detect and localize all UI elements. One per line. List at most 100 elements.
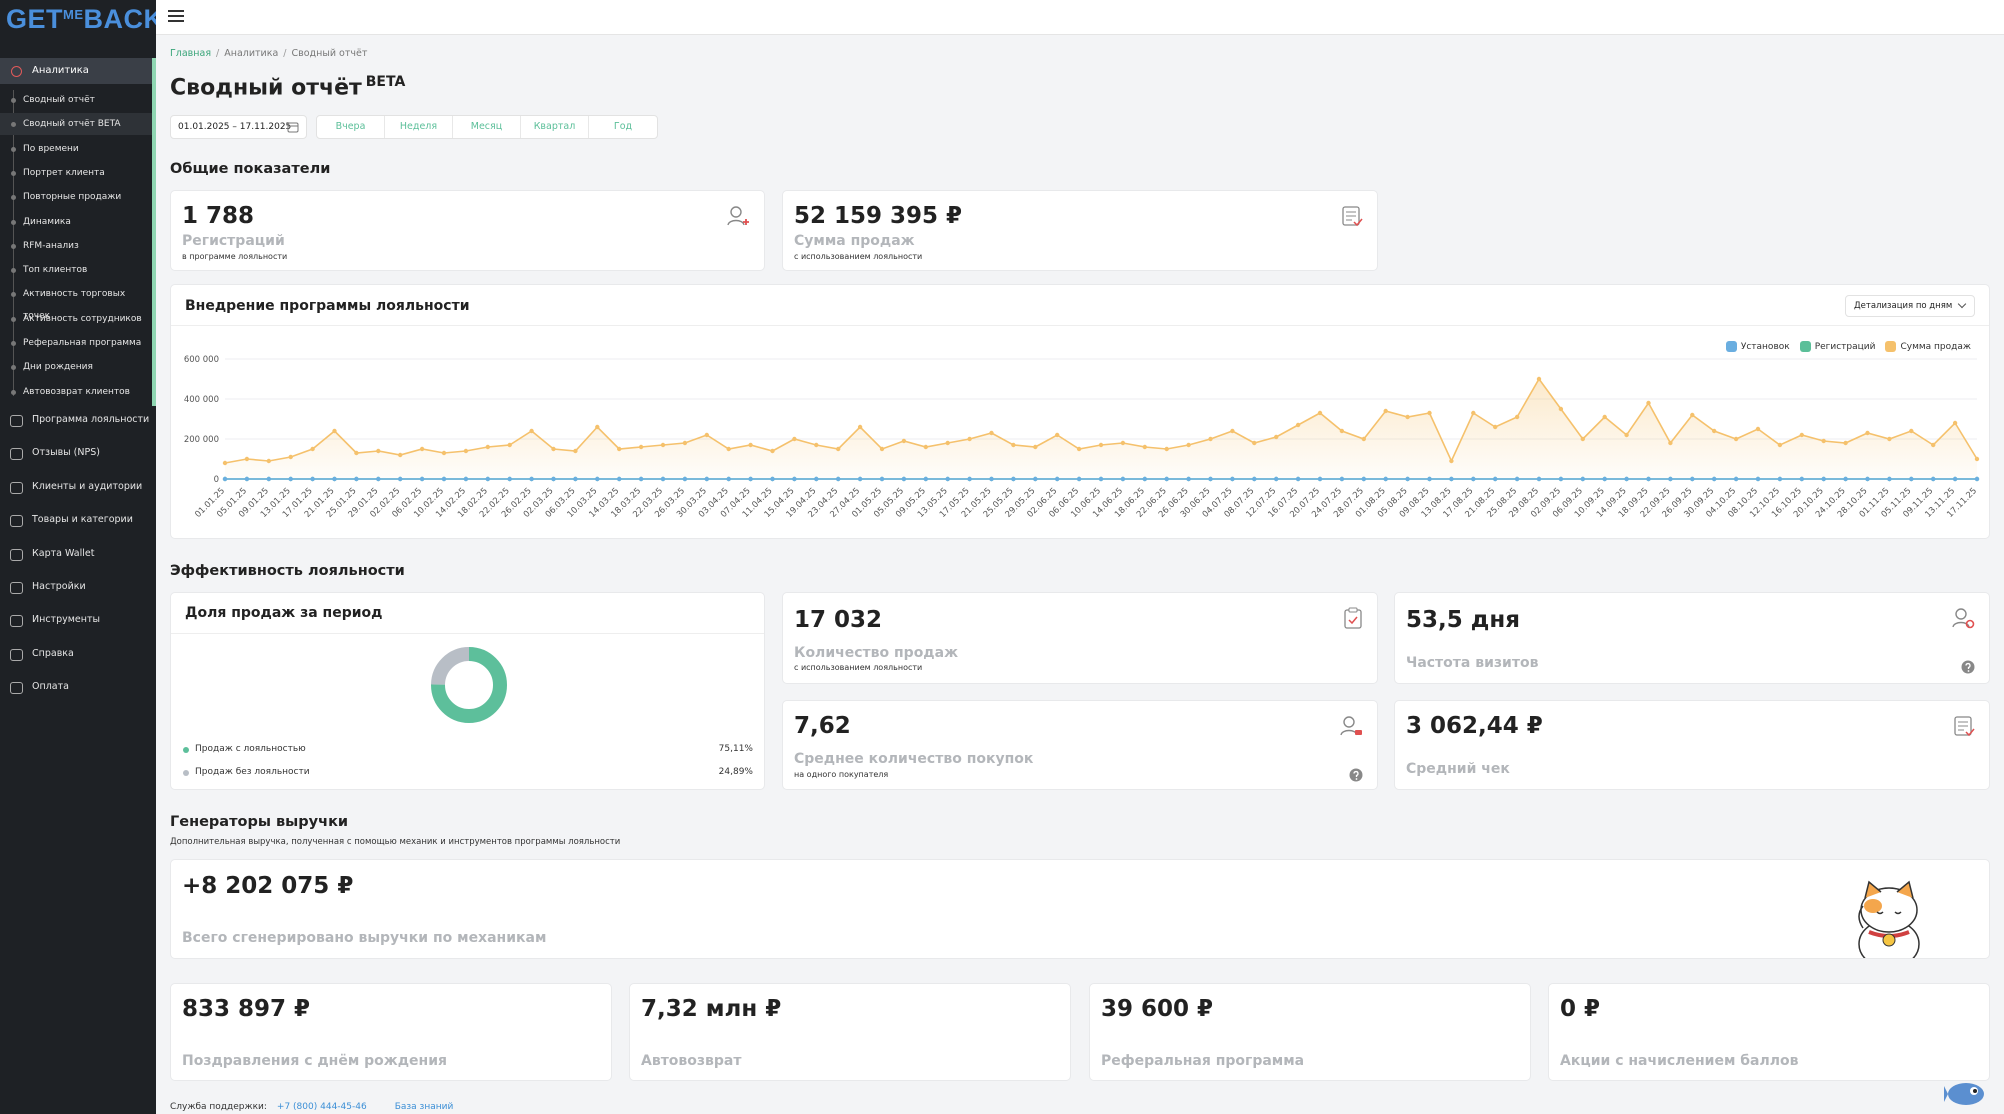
nav-item[interactable]: Клиенты и аудитории: [0, 475, 152, 499]
submenu-item[interactable]: Топ клиентов: [0, 259, 152, 281]
legend-dot: [183, 747, 189, 753]
point: [770, 448, 775, 454]
point: [419, 476, 425, 482]
point: [1361, 436, 1367, 442]
submenu-item[interactable]: По времени: [0, 138, 152, 160]
nav-section[interactable]: Аналитика: [0, 58, 153, 84]
point: [748, 476, 753, 482]
point: [529, 476, 534, 482]
section-heading: Эффективность лояльности: [170, 563, 405, 579]
point: [1317, 410, 1323, 416]
point: [1164, 476, 1169, 482]
menu-button[interactable]: [168, 9, 184, 23]
submenu-item[interactable]: Автовозврат клиентов: [0, 381, 152, 403]
point: [310, 446, 315, 452]
point: [1777, 442, 1783, 448]
nav-item[interactable]: Товары и категории: [0, 508, 152, 532]
point: [1033, 444, 1038, 450]
legend-label: Продаж без лояльности: [195, 767, 310, 777]
period-button[interactable]: Вчера: [317, 116, 385, 138]
submenu-item[interactable]: Дни рождения: [0, 356, 152, 378]
point: [1142, 444, 1147, 450]
point: [1011, 442, 1016, 448]
point: [463, 476, 469, 482]
help-icon[interactable]: [1349, 768, 1363, 782]
point: [1865, 476, 1870, 482]
point: [1142, 476, 1147, 482]
nav-item[interactable]: Настройки: [0, 575, 152, 599]
point: [1602, 476, 1607, 482]
logo[interactable]: GETMEBACK: [6, 4, 164, 35]
logo-part: ME: [63, 7, 84, 22]
period-button[interactable]: Неделя: [385, 116, 453, 138]
point: [660, 476, 666, 482]
nav-item[interactable]: Справка: [0, 642, 152, 666]
point: [354, 450, 359, 456]
point: [1295, 476, 1301, 482]
stat-sublabel: с использованием лояльности: [794, 663, 923, 672]
point: [1274, 434, 1279, 440]
point: [1098, 442, 1104, 448]
stat-label: Сумма продаж: [794, 233, 915, 249]
stat-card: 3 062,44 ₽ Средний чек: [1394, 700, 1990, 790]
point: [638, 476, 644, 482]
top-bar: [156, 0, 2004, 35]
point: [1733, 436, 1739, 442]
point: [1252, 476, 1257, 482]
point: [507, 476, 512, 482]
stat-sublabel: в программе лояльности: [182, 252, 288, 261]
submenu-item[interactable]: Портрет клиента: [0, 162, 152, 184]
knowledge-base-link[interactable]: База знаний: [394, 1102, 454, 1112]
date-range[interactable]: 01.01.2025 – 17.11.2025: [170, 115, 307, 139]
submenu-item[interactable]: Повторные продажи: [0, 186, 152, 208]
stat-value: 52 159 395 ₽: [794, 203, 963, 229]
breadcrumb-item[interactable]: Аналитика: [216, 48, 278, 59]
point: [1076, 446, 1082, 452]
point: [1974, 456, 1980, 462]
point: [398, 452, 403, 458]
help-icon[interactable]: [1961, 660, 1975, 674]
submenu-item[interactable]: Сводный отчёт BETA: [0, 113, 152, 136]
point: [1383, 476, 1388, 482]
submenu-item[interactable]: RFM-анализ: [0, 235, 152, 257]
point: [222, 460, 228, 466]
point: [879, 476, 885, 482]
nav-item[interactable]: Инструменты: [0, 608, 152, 632]
point: [1186, 442, 1191, 448]
chat-widget[interactable]: [1944, 1076, 1988, 1108]
point: [1055, 476, 1060, 482]
legend: Установок Регистраций Сумма продаж: [1725, 341, 1971, 352]
legend-item[interactable]: Регистраций: [1799, 341, 1875, 352]
nav-item[interactable]: Карта Wallet: [0, 542, 152, 566]
submenu-item[interactable]: Реферальная программа: [0, 332, 152, 354]
pie-legend-item: Продаж без лояльности 24,89%: [183, 767, 753, 777]
point: [748, 442, 753, 448]
period-button[interactable]: Год: [613, 121, 633, 132]
section-heading: Генераторы выручки: [170, 814, 349, 830]
point: [923, 476, 928, 482]
nav-item[interactable]: Программа лояльности: [0, 408, 152, 432]
breadcrumb-item[interactable]: Главная: [170, 48, 212, 59]
nav-item[interactable]: Отзывы (NPS): [0, 441, 152, 465]
point: [1558, 406, 1564, 412]
submenu-item[interactable]: Активность торговых точек: [0, 283, 152, 321]
period-button[interactable]: Месяц: [453, 116, 521, 138]
support-phone[interactable]: +7 (800) 444-45-46: [276, 1102, 367, 1112]
legend-item[interactable]: Сумма продаж: [1885, 341, 1971, 352]
point: [1755, 476, 1761, 482]
point: [551, 446, 556, 452]
stat-label: Всего сгенерировано выручки по механикам: [182, 930, 547, 946]
submenu-item[interactable]: Активность сотрудников: [0, 308, 152, 330]
submenu-item[interactable]: Динамика: [0, 211, 152, 233]
stat-label: Количество продаж: [794, 645, 958, 661]
logo-part: BACK: [83, 4, 164, 34]
detail-select[interactable]: Детализация по дням: [1845, 295, 1975, 317]
nav-item[interactable]: Оплата: [0, 675, 152, 699]
legend-item[interactable]: Установок: [1725, 341, 1790, 352]
period-button[interactable]: Квартал: [521, 116, 589, 138]
point: [1799, 432, 1805, 438]
point: [1733, 476, 1739, 482]
submenu-item[interactable]: Сводный отчёт: [0, 89, 152, 111]
stat-value: 0 ₽: [1560, 996, 1601, 1022]
point: [682, 476, 688, 482]
